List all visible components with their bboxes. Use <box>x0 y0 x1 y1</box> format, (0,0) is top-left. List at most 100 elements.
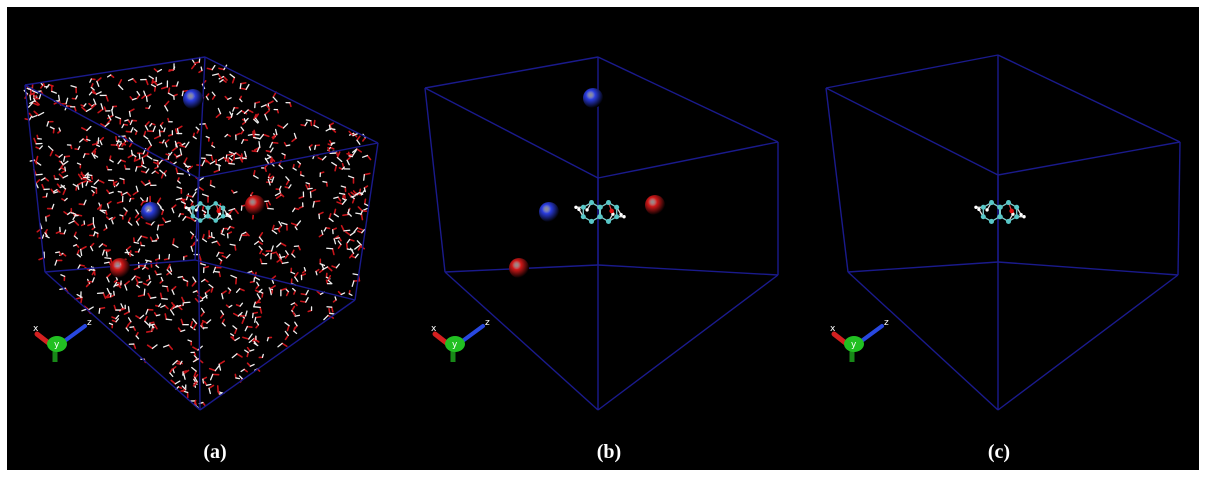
o-h-bond <box>140 170 147 174</box>
o-h-bond <box>271 275 277 280</box>
o-h-bond <box>206 67 214 71</box>
o-h-bond <box>233 207 239 215</box>
o-h-bond <box>190 233 195 240</box>
o-h-bond <box>33 159 38 165</box>
red-ion <box>110 258 130 278</box>
o-h-bond <box>158 159 163 165</box>
o-h-bond <box>220 290 227 295</box>
water-molecule <box>45 83 54 89</box>
o-h-bond <box>171 146 179 152</box>
o-h-bond <box>233 153 236 161</box>
o-h-bond <box>229 73 236 79</box>
o-h-bond <box>77 264 81 270</box>
o-h-bond <box>157 68 163 73</box>
water-molecule <box>244 349 250 358</box>
water-molecule <box>209 179 216 188</box>
panel-label-b: (b) <box>597 441 621 463</box>
water-molecule <box>108 322 114 329</box>
o-h-bond <box>44 177 50 182</box>
water-molecule <box>276 242 287 248</box>
box-edge <box>24 84 46 273</box>
water-molecule <box>232 325 238 335</box>
water-molecule <box>171 140 179 152</box>
o-h-bond <box>340 224 345 232</box>
water-molecule <box>163 100 170 112</box>
o-h-bond <box>139 314 145 320</box>
y-axis-label: y <box>54 340 60 350</box>
water-molecule <box>325 279 332 285</box>
o-h-bond <box>171 204 177 210</box>
water-molecule <box>190 351 197 357</box>
water-molecule <box>145 308 154 315</box>
water-molecule <box>180 318 189 326</box>
water-molecule <box>319 171 325 178</box>
water-molecule <box>46 203 55 210</box>
o-h-bond <box>217 73 223 80</box>
carbon-atom <box>605 218 612 224</box>
water-molecule <box>66 144 73 150</box>
water-molecule <box>169 304 176 316</box>
water-molecule <box>140 78 149 86</box>
o-h-bond <box>245 83 250 91</box>
water-molecule <box>163 170 168 177</box>
o-h-bond <box>77 173 83 180</box>
o-h-bond <box>204 292 208 299</box>
o-h-bond <box>240 153 244 159</box>
water-molecule <box>98 243 108 248</box>
o-h-bond <box>136 90 141 96</box>
o-h-bond <box>254 316 257 323</box>
o-h-bond <box>31 114 38 118</box>
water-molecule <box>117 190 123 197</box>
o-h-bond <box>166 269 173 275</box>
o-h-bond <box>144 182 151 186</box>
o-h-bond <box>204 123 208 130</box>
o-h-bond <box>269 288 272 296</box>
carbon-atom <box>1005 218 1012 224</box>
hydrogen-atom <box>985 208 989 212</box>
o-h-bond <box>266 337 269 342</box>
water-molecule <box>305 184 313 190</box>
water-molecule <box>50 188 59 194</box>
o-h-bond <box>141 266 146 270</box>
o-h-bond <box>103 106 107 112</box>
o-h-bond <box>73 231 77 237</box>
water-molecule <box>348 130 359 137</box>
o-h-bond <box>193 370 197 378</box>
water-molecule <box>232 311 243 317</box>
water-molecule <box>121 123 129 129</box>
o-h-bond <box>140 197 145 202</box>
water-molecule <box>276 253 282 263</box>
z-axis-label: z <box>87 318 92 328</box>
water-molecule <box>322 180 328 187</box>
water-molecule <box>149 236 158 242</box>
o-h-bond <box>245 117 249 122</box>
water-molecule <box>215 107 222 119</box>
o-h-bond <box>246 362 252 367</box>
o-h-bond <box>286 324 290 332</box>
o-h-bond <box>85 282 91 288</box>
box-edge <box>997 274 1179 411</box>
panel-label-c: (c) <box>988 441 1010 463</box>
o-h-bond <box>352 149 357 156</box>
o-h-bond <box>120 303 124 309</box>
water-molecule <box>191 58 197 70</box>
o-h-bond <box>178 213 181 218</box>
o-h-bond <box>227 287 232 291</box>
o-h-bond <box>106 74 112 78</box>
o-h-bond <box>330 306 334 313</box>
o-h-bond <box>280 222 288 226</box>
water-molecule <box>328 307 336 315</box>
o-h-bond <box>171 301 177 309</box>
o-h-bond <box>64 166 67 172</box>
o-h-bond <box>277 124 285 129</box>
o-h-bond <box>91 189 95 194</box>
o-h-bond <box>258 245 263 251</box>
o-h-bond <box>35 155 39 163</box>
o-h-bond <box>346 152 354 157</box>
water-molecule <box>121 304 126 311</box>
o-h-bond <box>174 140 178 148</box>
water-molecule <box>308 144 313 151</box>
water-molecule <box>146 139 153 151</box>
o-h-bond <box>64 197 68 202</box>
water-molecule <box>277 123 289 129</box>
